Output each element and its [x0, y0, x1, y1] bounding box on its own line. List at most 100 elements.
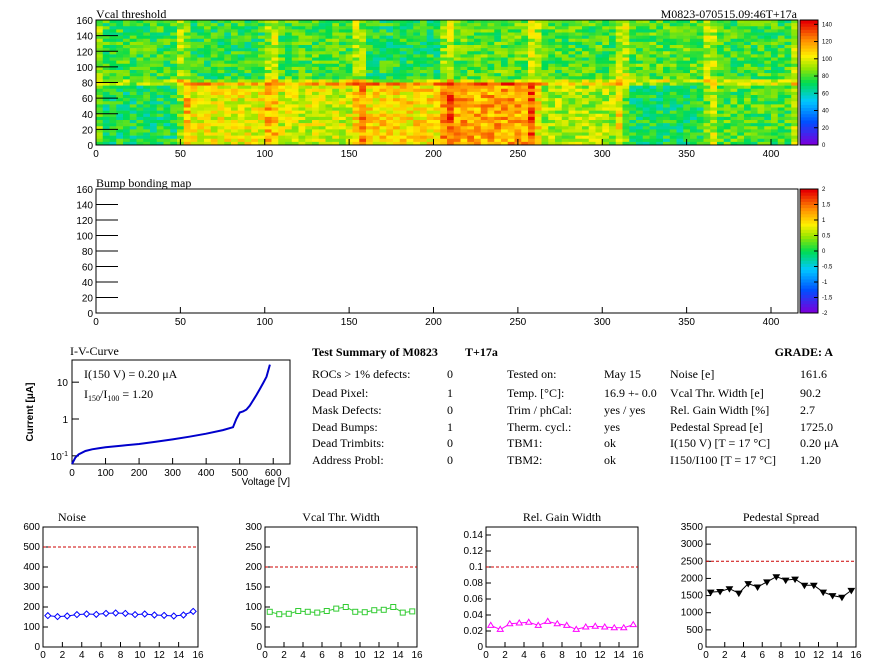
map-cell [642, 138, 650, 143]
map-cell [143, 70, 151, 74]
map-cell [710, 95, 718, 99]
map-cell [345, 70, 353, 74]
map-cell [123, 29, 131, 33]
map-cell [494, 138, 502, 143]
map-cell [791, 32, 799, 36]
map-cell [210, 70, 218, 74]
map-cell [480, 48, 488, 52]
map-cell [447, 51, 455, 55]
map-cell [258, 107, 266, 111]
color-scale-band [800, 251, 818, 255]
map-cell [366, 60, 374, 65]
color-scale-band [800, 63, 818, 68]
map-cell [258, 76, 266, 80]
map-cell [575, 110, 583, 115]
map-cell [744, 110, 752, 115]
map-cell [784, 98, 792, 102]
x-tick-label: 0 [262, 650, 268, 661]
map-cell [258, 73, 266, 77]
map-cell [669, 41, 677, 46]
map-cell [750, 88, 758, 93]
map-cell [480, 141, 488, 146]
map-cell [771, 60, 779, 65]
map-cell [501, 38, 509, 43]
map-cell [676, 113, 684, 118]
x-tick-label: 10 [575, 650, 587, 661]
map-cell [771, 20, 779, 24]
map-cell [156, 113, 164, 118]
map-cell [210, 35, 218, 40]
map-cell [548, 51, 556, 55]
map-cell [305, 73, 313, 77]
map-cell [629, 66, 637, 71]
map-cell [143, 116, 151, 121]
map-cell [642, 23, 650, 27]
map-cell [413, 82, 421, 86]
map-cell [501, 79, 509, 83]
map-cell [217, 132, 225, 136]
map-cell [656, 126, 664, 130]
map-cell [440, 63, 448, 68]
map-cell [406, 132, 414, 136]
map-cell [777, 123, 785, 127]
map-cell [305, 123, 313, 127]
map-cell [143, 98, 151, 102]
map-cell [325, 123, 333, 127]
map-cell [771, 126, 779, 130]
defect-value: 0 [447, 367, 453, 381]
map-cell [406, 120, 414, 124]
map-cell [386, 57, 394, 61]
map-cell [197, 98, 205, 102]
map-cell [683, 76, 691, 80]
map-cell [352, 116, 360, 121]
color-scale-band [800, 260, 818, 264]
map-cell [150, 120, 158, 124]
z-tick-label: 2 [822, 187, 826, 193]
map-cell [609, 51, 617, 55]
map-cell [555, 88, 563, 93]
map-cell [345, 116, 353, 121]
map-cell [575, 35, 583, 40]
map-cell [413, 88, 421, 93]
map-cell [555, 85, 563, 90]
map-cell [750, 57, 758, 61]
map-cell [480, 79, 488, 83]
iv-y-tick-label: 10-1 [51, 451, 68, 463]
map-cell [271, 23, 279, 27]
map-cell [339, 48, 347, 52]
x-tick-label: 14 [392, 650, 404, 661]
map-cell [109, 110, 117, 115]
map-cell [420, 63, 428, 68]
map-cell [757, 129, 765, 133]
map-cell [656, 120, 664, 124]
map-cell [764, 57, 772, 61]
map-cell [197, 45, 205, 49]
map-cell [433, 20, 441, 24]
map-cell [723, 116, 731, 121]
map-cell [555, 63, 563, 68]
map-cell [399, 32, 407, 36]
map-cell [676, 110, 684, 115]
map-cell [433, 95, 441, 99]
series-line [710, 576, 852, 598]
map-cell [582, 45, 590, 49]
map-cell [777, 70, 785, 74]
map-cell [372, 51, 380, 55]
map-cell [298, 73, 306, 77]
map-cell [359, 60, 367, 65]
map-cell [737, 23, 745, 27]
map-cell [561, 101, 569, 105]
map-cell [197, 126, 205, 130]
map-cell [791, 79, 799, 83]
map-cell [737, 51, 745, 55]
map-cell [615, 135, 623, 140]
map-cell [541, 120, 549, 124]
map-cell [588, 132, 596, 136]
map-cell [177, 45, 185, 49]
map-cell [197, 63, 205, 68]
map-cell [393, 129, 401, 133]
map-cell [683, 57, 691, 61]
map-cell [595, 126, 603, 130]
map-cell [156, 91, 164, 96]
map-cell [379, 54, 387, 58]
